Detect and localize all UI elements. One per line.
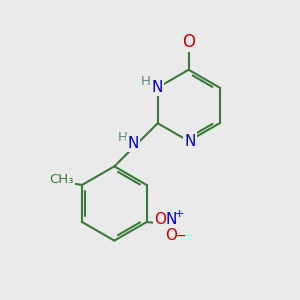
Text: N: N bbox=[166, 212, 177, 227]
Text: H: H bbox=[140, 74, 150, 88]
Text: O: O bbox=[166, 228, 178, 243]
Text: −: − bbox=[175, 229, 186, 242]
Text: O: O bbox=[182, 32, 195, 50]
Text: H: H bbox=[118, 131, 128, 145]
Text: N: N bbox=[184, 134, 196, 148]
Text: +: + bbox=[175, 209, 184, 219]
Text: N: N bbox=[152, 80, 163, 95]
Text: N: N bbox=[128, 136, 139, 151]
Text: O: O bbox=[154, 212, 166, 227]
Text: CH₃: CH₃ bbox=[49, 173, 74, 186]
